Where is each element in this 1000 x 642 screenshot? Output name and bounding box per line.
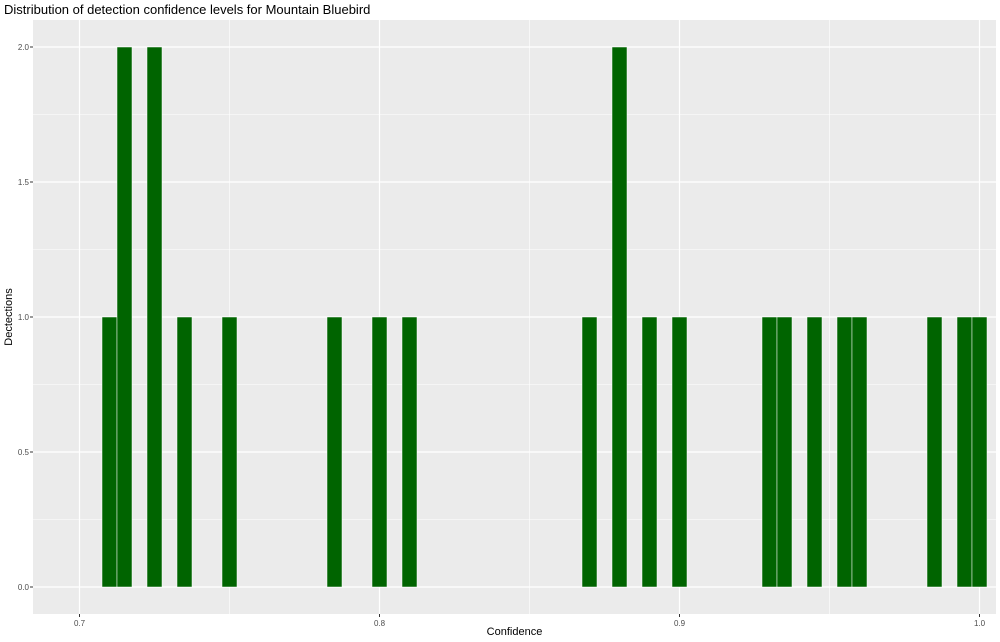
histogram-bar [806,316,823,588]
histogram-bar [326,316,343,588]
histogram-bar [101,316,118,588]
x-tick-label: 0.7 [74,619,86,628]
histogram-bar [776,316,793,588]
histogram-bar [176,316,193,588]
histogram-bar [851,316,868,588]
histogram-bar [926,316,943,588]
x-tick-label: 0.9 [674,619,686,628]
histogram-bar [836,316,853,588]
histogram-bar [971,316,988,588]
histogram-bar [146,46,163,588]
histogram-bar [581,316,598,588]
histogram-bar [401,316,418,588]
y-axis-title: Dectections [3,288,15,346]
x-axis-title: Confidence [487,626,543,638]
y-tick-label: 0.5 [18,448,30,457]
y-tick-label: 2.0 [18,43,30,52]
histogram-bar [116,46,133,588]
histogram-bar [761,316,778,588]
x-tick-label: 1.0 [974,619,986,628]
y-tick-label: 0.0 [18,583,30,592]
histogram-bar [641,316,658,588]
histogram-bar [371,316,388,588]
histogram-bar [956,316,973,588]
y-tick-label: 1.5 [18,178,30,187]
histogram-bar [611,46,628,588]
histogram-bar [671,316,688,588]
chart-title: Distribution of detection confidence lev… [4,2,371,17]
x-tick-label: 0.8 [374,619,386,628]
histogram-bar [221,316,238,588]
y-tick-label: 1.0 [18,313,30,322]
